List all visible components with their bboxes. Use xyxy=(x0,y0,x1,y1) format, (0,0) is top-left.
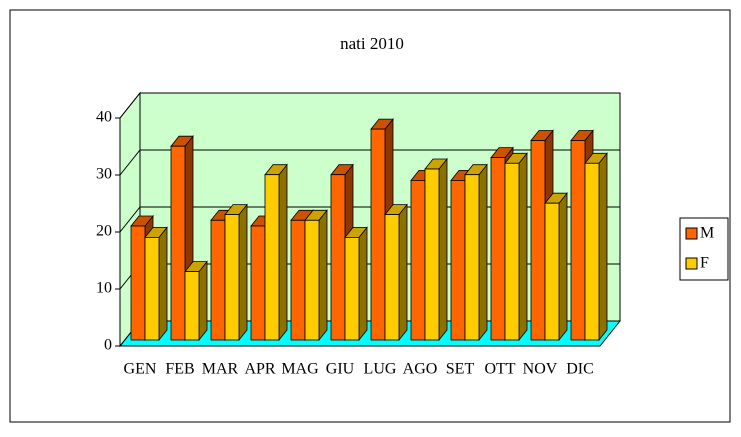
legend-label: F xyxy=(700,255,709,272)
bar xyxy=(250,225,266,341)
legend-swatch xyxy=(685,227,698,240)
bar-side xyxy=(158,226,168,342)
y-tick-label: 10 xyxy=(96,280,112,297)
grid-line xyxy=(119,92,620,119)
x-tick-label: LUG xyxy=(364,361,397,378)
x-tick-label: GEN xyxy=(124,361,157,378)
bar-side xyxy=(238,203,248,342)
bar xyxy=(144,236,160,341)
bar xyxy=(370,128,386,341)
x-tick-label: FEB xyxy=(165,361,194,378)
x-tick-label: SET xyxy=(446,361,475,378)
bar-side xyxy=(438,157,448,342)
x-tick-label: OTT xyxy=(484,361,515,378)
bar xyxy=(504,162,520,341)
bar xyxy=(264,174,280,341)
bar xyxy=(490,157,506,341)
y-tick-label: 0 xyxy=(104,337,112,354)
x-tick-label: MAR xyxy=(202,361,239,378)
bar-side xyxy=(278,163,288,342)
chart-title: nati 2010 xyxy=(340,34,404,53)
bar xyxy=(330,174,346,341)
bar xyxy=(170,145,186,341)
bar-side xyxy=(198,260,208,342)
x-tick-label: DIC xyxy=(566,361,594,378)
bar-side xyxy=(518,152,528,342)
bar xyxy=(570,140,586,341)
y-tick-label: 20 xyxy=(96,223,112,240)
bar-side xyxy=(598,152,608,342)
bar xyxy=(450,179,466,341)
bar xyxy=(530,140,546,341)
bar xyxy=(544,202,560,341)
bar xyxy=(210,219,226,341)
grid-line xyxy=(119,149,620,176)
bar xyxy=(424,168,440,341)
x-tick-label: NOV xyxy=(523,361,558,378)
bar-side xyxy=(478,163,488,342)
bar xyxy=(304,219,320,341)
bar xyxy=(410,179,426,341)
bar xyxy=(224,214,240,341)
y-tick-label: 30 xyxy=(96,166,112,183)
bar xyxy=(184,271,200,341)
bar-side xyxy=(558,192,568,342)
bar xyxy=(584,162,600,341)
x-tick-label: GIU xyxy=(326,361,355,378)
x-tick-label: MAG xyxy=(281,361,319,378)
bar xyxy=(130,225,146,341)
bar xyxy=(290,219,306,341)
bar-side xyxy=(398,203,408,342)
bar xyxy=(384,214,400,341)
bar xyxy=(464,174,480,341)
y-tick-label: 40 xyxy=(96,109,112,126)
bar-side xyxy=(358,226,368,342)
bar xyxy=(344,236,360,341)
bar-side xyxy=(318,209,328,342)
legend-label: M xyxy=(700,225,714,242)
x-tick-label: APR xyxy=(244,361,275,378)
x-tick-label: AGO xyxy=(403,361,438,378)
legend-swatch xyxy=(685,257,698,270)
